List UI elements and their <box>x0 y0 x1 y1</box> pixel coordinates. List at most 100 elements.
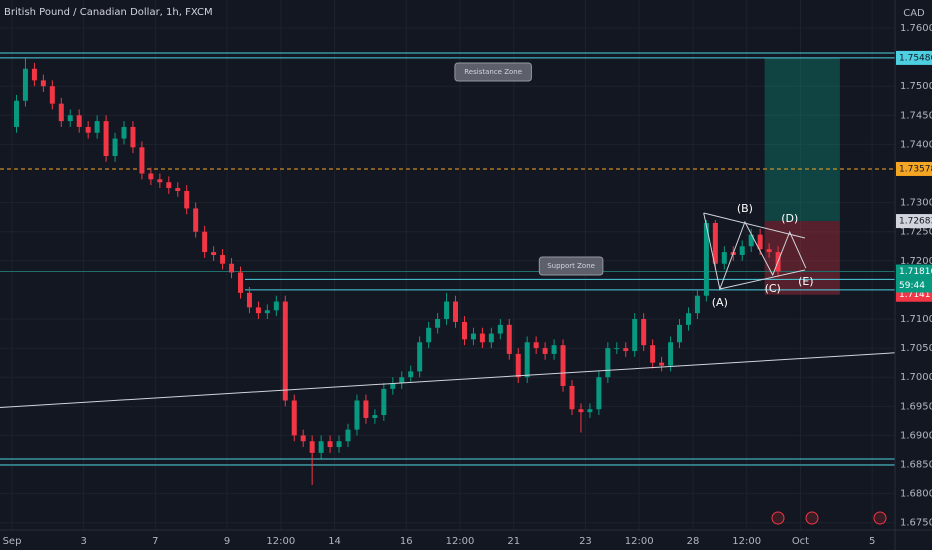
candle-body <box>748 234 754 247</box>
candle-body <box>157 179 163 183</box>
price-label-box <box>896 214 932 229</box>
candle-body <box>614 348 620 350</box>
candle-body <box>461 321 467 340</box>
candle-body <box>121 126 127 139</box>
y-tick-label: 1.72500 <box>900 227 932 238</box>
candle-body <box>587 409 593 413</box>
candle-body <box>300 435 306 442</box>
y-tick-label: 1.71000 <box>900 314 932 325</box>
wave-line <box>703 212 807 291</box>
candle-body <box>237 272 243 293</box>
candle-body <box>246 292 252 308</box>
wave-label: (D) <box>781 212 798 225</box>
candle-body <box>112 138 118 157</box>
candle-body <box>166 182 172 189</box>
y-tick-label: 1.68000 <box>900 489 932 500</box>
candle-body <box>479 333 485 343</box>
price-label-box <box>896 50 932 65</box>
candle-body <box>497 324 503 334</box>
candle-body <box>703 222 709 296</box>
candle-body <box>229 263 235 273</box>
candle-body <box>336 441 342 448</box>
candle-body <box>578 409 584 413</box>
y-tick-label: 1.73000 <box>900 198 932 209</box>
price-label: 1.72683 <box>899 217 932 227</box>
candle-body <box>685 313 691 325</box>
x-tick-label: 16 <box>400 536 413 547</box>
candle-body <box>444 301 450 320</box>
x-tick-label: 14 <box>328 536 341 547</box>
event-icon[interactable] <box>805 511 819 525</box>
candle-body <box>130 126 136 148</box>
candle-body <box>202 231 208 253</box>
event-icon[interactable] <box>771 511 785 525</box>
candle-body <box>103 121 109 157</box>
candle-body <box>650 345 656 363</box>
candle-body <box>40 80 46 87</box>
candle-body <box>506 324 512 354</box>
y-tick-label: 1.67500 <box>900 518 932 529</box>
candle-body <box>309 441 315 453</box>
currency-label: CAD <box>903 8 925 19</box>
triangle-line <box>703 212 806 239</box>
y-tick-label: 1.68500 <box>900 460 932 471</box>
annotation-box <box>454 62 532 82</box>
price-label: 1.71816 <box>899 267 932 277</box>
candle-body <box>67 115 73 122</box>
annotation: Resistance Zone <box>454 62 532 82</box>
price-label: 1.75486 <box>899 53 932 63</box>
candle-body <box>435 319 441 328</box>
candle-body <box>291 400 297 436</box>
x-tick-label: 9 <box>224 536 230 547</box>
x-tick-label: 23 <box>579 536 592 547</box>
candle-body <box>94 121 100 133</box>
candle-body <box>193 208 199 232</box>
candle-body <box>694 295 700 314</box>
x-tick-label: 28 <box>687 536 700 547</box>
y-tick-label: 1.74500 <box>900 110 932 121</box>
candle-body <box>354 400 360 430</box>
chart-title: British Pound / Canadian Dollar, 1h, FXC… <box>4 7 213 18</box>
y-tick-label: 1.69500 <box>900 401 932 412</box>
candle-body <box>560 345 566 386</box>
x-tick-label: 7 <box>152 536 158 547</box>
candle-body <box>524 342 530 378</box>
y-tick-label: 1.75000 <box>900 81 932 92</box>
price-label-box <box>896 161 932 176</box>
candle-body <box>659 362 665 366</box>
candle-body <box>533 342 539 349</box>
candle-body <box>515 353 521 378</box>
candle-body <box>139 147 145 174</box>
candle-body <box>13 100 19 127</box>
event-icons <box>771 511 887 525</box>
y-tick-label: 1.76000 <box>900 23 932 34</box>
candle-body <box>757 234 763 250</box>
candle-body <box>426 327 432 343</box>
candle-body <box>712 222 718 264</box>
candle-body <box>318 441 324 453</box>
candle-body <box>677 324 683 343</box>
candle-body <box>668 342 674 366</box>
candle-body <box>632 319 638 352</box>
candle-body <box>282 301 288 401</box>
wave-label: (E) <box>798 275 814 288</box>
x-tick-label: 21 <box>507 536 520 547</box>
candle-body <box>85 126 91 133</box>
candle-body <box>453 301 459 322</box>
annotation-text: Support Zone <box>547 262 595 270</box>
candle-body <box>211 252 217 255</box>
y-tick-label: 1.70000 <box>900 372 932 383</box>
candle-body <box>58 103 64 122</box>
x-tick-label: 12:00 <box>446 536 475 547</box>
plot-area: Resistance Zone Support Zone <box>0 0 896 530</box>
candle-body <box>345 429 351 442</box>
profit-zone <box>764 57 840 222</box>
price-label-box <box>896 264 932 279</box>
candle-body <box>148 173 154 180</box>
x-tick-label: Oct <box>792 536 809 547</box>
candle-body <box>417 342 423 372</box>
event-icon[interactable] <box>873 511 887 525</box>
candle-body <box>551 345 557 354</box>
annotation-box <box>538 256 604 276</box>
